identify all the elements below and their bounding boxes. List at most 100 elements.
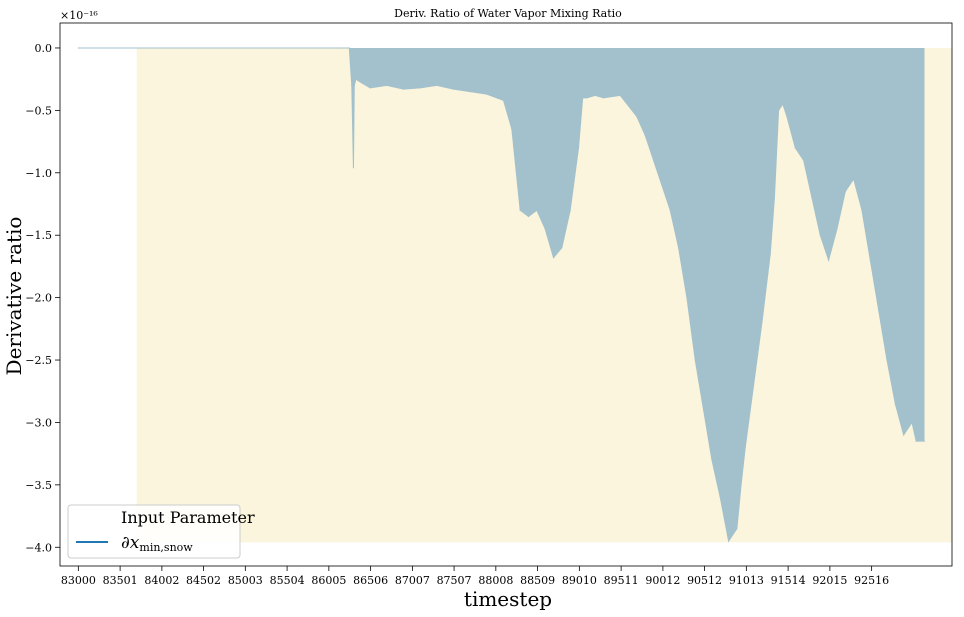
series-point — [486, 93, 488, 95]
axes-frame — [59, 22, 953, 567]
series-point — [536, 209, 538, 211]
plot-area — [77, 47, 953, 543]
series-point — [727, 540, 730, 542]
series-point — [719, 496, 721, 498]
legend-box — [67, 504, 241, 559]
series-point — [77, 47, 79, 49]
series-point — [469, 91, 471, 93]
series-point — [744, 446, 746, 449]
series-point — [861, 209, 863, 211]
x-tick-label: 85003 — [228, 574, 263, 587]
series-point — [353, 84, 355, 87]
x-tick-label: 92516 — [854, 574, 889, 587]
series-point — [569, 209, 571, 211]
x-tick-label: 91013 — [729, 574, 764, 587]
y-tick-label: −3.0 — [25, 416, 52, 429]
legend: Input Parameter ∂xmin,snow — [67, 504, 255, 559]
series-point — [886, 359, 888, 361]
x-axis-label: timestep — [464, 587, 552, 611]
series-point — [677, 247, 680, 249]
x-tick-label: 90012 — [645, 574, 680, 587]
series-point — [915, 440, 917, 442]
y-axis-label: Derivative ratio — [2, 217, 26, 376]
y-tick-label: −0.5 — [25, 104, 52, 117]
series-point — [778, 109, 780, 111]
series-point — [773, 197, 776, 199]
series-point — [561, 247, 563, 249]
y-tick-label: −2.5 — [25, 354, 52, 367]
series-point — [828, 259, 830, 261]
series-point — [502, 99, 505, 101]
legend-entry-label: ∂xmin,snow — [121, 533, 193, 554]
x-tick-label: 83000 — [61, 574, 96, 587]
series-point — [702, 409, 705, 411]
series-point — [336, 47, 338, 49]
series-point — [582, 97, 584, 99]
series-point — [869, 259, 871, 261]
series-point — [844, 190, 846, 193]
series-point — [419, 87, 421, 89]
series-point — [694, 359, 696, 361]
series-point — [836, 228, 838, 230]
series-point — [351, 84, 353, 87]
series-point — [636, 116, 638, 118]
series-point — [527, 215, 530, 218]
x-tick-label: 86005 — [311, 574, 346, 587]
series-point — [894, 403, 896, 405]
series-point — [786, 116, 788, 118]
series-line-0 — [78, 47, 925, 543]
series-point — [923, 440, 926, 442]
series-point — [686, 297, 688, 299]
series-point — [752, 384, 755, 386]
series-point — [740, 484, 742, 486]
series-point — [669, 209, 671, 211]
x-tick-label: 90512 — [687, 574, 722, 587]
chart-title: Deriv. Ratio of Water Vapor Mixing Ratio — [394, 7, 622, 20]
series-point — [711, 459, 713, 461]
series-point — [352, 167, 355, 169]
x-tick-label: 87507 — [437, 574, 472, 587]
series-point — [436, 84, 438, 87]
series-point — [355, 78, 357, 80]
y-tick-label: −1.0 — [25, 167, 52, 180]
x-tick-label: 84002 — [144, 574, 179, 587]
series-point — [769, 253, 771, 255]
series-point — [594, 94, 596, 96]
series-point — [552, 257, 555, 259]
y-tick-label: −2.0 — [25, 292, 52, 305]
x-tick-label: 89511 — [604, 574, 639, 587]
series-point — [519, 209, 521, 211]
legend-entry-partial: ∂x — [121, 533, 140, 553]
series-point — [602, 97, 605, 99]
series-point — [782, 103, 784, 105]
x-tick-label: 87007 — [395, 574, 430, 587]
series-point — [361, 82, 363, 84]
series-point — [644, 134, 646, 136]
series-point — [586, 97, 588, 99]
series-point — [736, 527, 738, 530]
y-tick-label: −1.5 — [25, 229, 52, 242]
series-point — [811, 197, 813, 199]
series-point — [619, 94, 621, 96]
legend-entry-subscript: min,snow — [139, 541, 193, 554]
series-fill-0 — [78, 47, 925, 542]
series-point — [794, 147, 796, 149]
series-point — [878, 309, 880, 311]
y-tick-label: −4.0 — [25, 541, 52, 554]
series-point — [803, 159, 805, 161]
series-point — [369, 87, 371, 89]
series-point — [819, 234, 821, 236]
series-point — [761, 321, 763, 324]
legend-title: Input Parameter — [121, 508, 255, 527]
series-point — [661, 184, 663, 186]
series-point — [452, 88, 455, 90]
x-tick-label: 89010 — [562, 574, 597, 587]
y-tick-label: −3.5 — [25, 479, 52, 492]
series-point — [348, 47, 350, 49]
x-tick-label: 92015 — [812, 574, 847, 587]
x-axis: 83000 83501 84002 84502 85003 85504 86005 86506… — [61, 566, 889, 587]
series-point — [511, 128, 513, 130]
series-point — [577, 147, 580, 149]
series-point — [544, 228, 546, 230]
